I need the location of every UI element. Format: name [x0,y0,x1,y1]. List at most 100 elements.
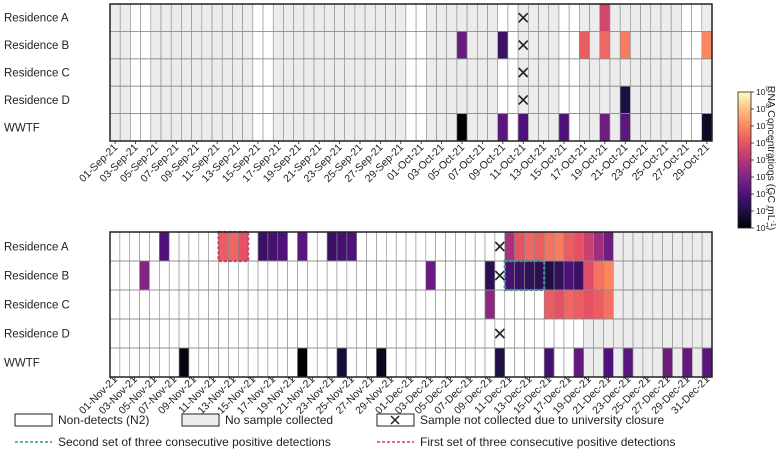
cell-nosample [181,3,192,32]
cell-nondetect [346,260,358,291]
cell-nosample [374,113,386,142]
cell-detection [484,289,496,320]
cell-nondetect [376,318,387,349]
cell-nosample [613,231,624,262]
cell-nondetect [568,3,580,32]
cell-nondetect [307,260,318,291]
cell-nondetect [415,231,427,262]
cell-nosample [191,113,203,142]
cell-nosample [609,58,621,87]
cell-detection [579,31,590,60]
cell-nosample [426,58,437,87]
highlight-second-set [503,259,546,292]
cell-nosample [466,113,478,142]
cell-nondetect [691,3,703,32]
cell-nondetect [356,289,367,320]
cell-nondetect [415,347,427,378]
cell-nondetect [130,3,141,32]
cell-nondetect [386,289,397,320]
cell-nosample [344,3,356,32]
cell-nondetect [159,289,170,320]
cell-nondetect [208,231,219,262]
cell-nondetect [267,289,279,320]
cell-nondetect [316,347,328,378]
row-label: Residence B [4,40,70,52]
cell-nosample [446,3,458,32]
cell-detection [534,260,545,291]
cell-nosample [682,289,693,320]
cell-nosample [170,3,182,32]
cell-nosample [334,85,345,114]
cell-nosample [701,289,713,320]
closure-x-icon [518,94,529,105]
cell-nosample [293,31,305,60]
closure-x-icon [518,67,529,78]
panel-date-labels: 01-Sep-2103-Sep-2105-Sep-2107-Sep-2109-S… [77,141,712,185]
panel-closure-marks [494,241,505,339]
cell-nosample [446,58,458,87]
cell-nosample [374,31,386,60]
cell-nosample [538,31,550,60]
cell-nosample [701,3,713,32]
cell-nosample [528,3,539,32]
cell-nosample [313,85,325,114]
cell-nosample [632,289,644,320]
cell-nosample [672,347,683,378]
cell-nosample [201,31,213,60]
cell-nosample [272,58,284,87]
cell-nondetect [198,231,209,262]
cell-nosample [701,318,713,349]
cell-detection [553,289,565,320]
cell-nosample [344,31,356,60]
cell-nosample [632,347,644,378]
cell-nondetect [326,347,338,378]
cell-nondetect [435,289,446,320]
cell-nosample [662,231,673,262]
cell-nondetect [159,318,170,349]
cell-nosample [466,85,478,114]
legend-label-closure: Sample not collected due to university c… [420,413,664,427]
cell-detection [326,231,338,262]
cell-nosample [446,31,458,60]
cell-nosample [660,3,672,32]
cell-nosample [232,58,243,87]
cell-nondetect [573,318,585,349]
cell-nosample [109,85,121,114]
cell-nosample [652,289,663,320]
cell-nondetect [262,85,274,114]
cell-nondetect [297,318,308,349]
cell-nondetect [188,347,200,378]
cell-nosample [364,58,376,87]
cell-nosample [630,31,641,60]
cell-detection [277,231,288,262]
cell-nondetect [691,58,703,87]
cell-detection [218,231,229,262]
cell-nondetect [346,347,358,378]
cell-nondetect [139,231,150,262]
cell-nondetect [474,231,486,262]
cell-nosample [242,31,254,60]
cell-nondetect [109,231,121,262]
cell-nondetect [346,289,358,320]
cell-nondetect [395,231,407,262]
cell-nondetect [395,260,407,291]
cell-nondetect [228,260,239,291]
cell-nondetect [405,58,417,87]
cell-nosample [660,58,672,87]
row-label: Residence D [4,95,70,107]
cell-nosample [303,113,315,142]
cell-nondetect [681,3,692,32]
legend-swatch-nondetect [14,413,53,427]
row-label: WWTF [4,122,40,134]
cell-nosample [334,31,345,60]
cell-nondetect [425,318,436,349]
cell-nondetect [405,231,417,262]
cell-nondetect [356,260,367,291]
cell-nondetect [159,347,170,378]
cell-detection [376,347,387,378]
cell-nondetect [316,260,328,291]
cell-nosample [640,31,652,60]
cell-nondetect [130,113,141,142]
cell-detection [583,260,594,291]
